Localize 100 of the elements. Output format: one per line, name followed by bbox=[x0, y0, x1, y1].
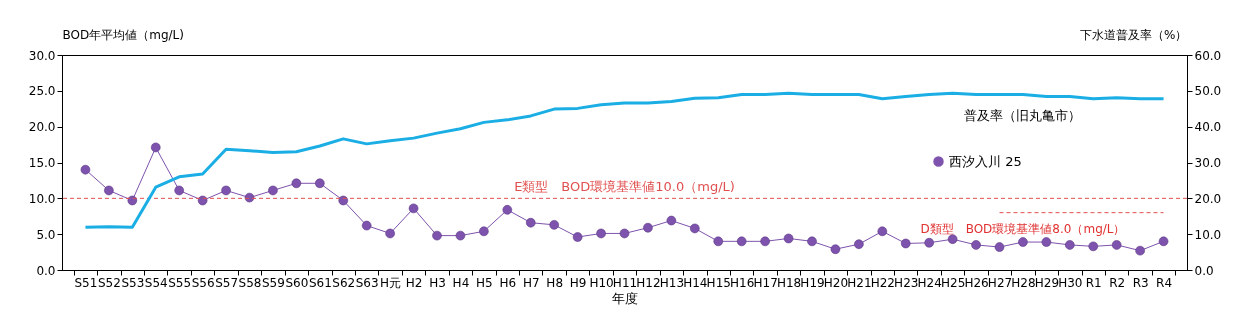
y-tick-label: 15.0 bbox=[28, 156, 56, 170]
point bbox=[1065, 240, 1075, 250]
x-tick-label: R4 bbox=[1156, 275, 1173, 290]
point bbox=[854, 239, 864, 249]
x-tick-label: H元 bbox=[380, 275, 402, 290]
point bbox=[1088, 241, 1099, 252]
y2-tick-label: 50.0 bbox=[1194, 84, 1222, 99]
x-tick-label: S62 bbox=[332, 275, 356, 290]
point bbox=[900, 238, 911, 249]
point bbox=[994, 242, 1005, 252]
point bbox=[713, 236, 724, 247]
point bbox=[150, 142, 161, 153]
x-tick-label: H4 bbox=[452, 275, 470, 290]
x-tick-label: H9 bbox=[569, 275, 587, 290]
point bbox=[408, 203, 419, 214]
y-tick-label: 25.0 bbox=[28, 84, 56, 99]
point bbox=[924, 238, 934, 248]
x-tick-label: S53 bbox=[121, 275, 145, 290]
point bbox=[315, 178, 325, 189]
y-tick-label: 0.0 bbox=[36, 263, 56, 278]
x-tick-label: H26 bbox=[964, 275, 989, 290]
y-tick-label: 30.0 bbox=[28, 48, 56, 63]
point bbox=[572, 232, 583, 242]
x-tick-label: S55 bbox=[168, 275, 192, 290]
y2-tick-label: 0.0 bbox=[1194, 263, 1214, 278]
point bbox=[736, 236, 747, 247]
x-axis-title: 年度 bbox=[612, 290, 638, 306]
point bbox=[127, 195, 138, 206]
x-tick-label: H29 bbox=[1034, 275, 1060, 290]
x-tick-label: H19 bbox=[800, 275, 825, 290]
x-tick-label: H30 bbox=[1058, 275, 1083, 290]
x-tick-label: S56 bbox=[191, 275, 215, 290]
x-tick-label: R1 bbox=[1085, 275, 1102, 290]
point bbox=[80, 164, 91, 175]
ref-line-label: E類型 BOD環境基準値10.0（mg/L) bbox=[514, 179, 735, 195]
annotation: D類型 BOD環境基準値8.0（mg/L） bbox=[920, 221, 1126, 236]
x-tick-label: H14 bbox=[683, 275, 708, 290]
x-tick-label: H12 bbox=[636, 275, 661, 290]
point bbox=[1041, 237, 1052, 247]
point bbox=[971, 240, 981, 250]
x-tick-label: H7 bbox=[522, 275, 540, 290]
x-tick-label: R2 bbox=[1109, 275, 1126, 290]
point bbox=[1111, 240, 1122, 250]
y-axis-title: BOD年平均値（mg/L) bbox=[62, 27, 184, 42]
x-tick-label: S52 bbox=[97, 275, 121, 290]
point bbox=[1018, 237, 1028, 247]
x-tick-label: H22 bbox=[870, 275, 895, 290]
point bbox=[479, 226, 489, 237]
point bbox=[268, 185, 278, 196]
x-tick-label: H21 bbox=[847, 275, 872, 290]
point bbox=[783, 233, 794, 244]
point bbox=[244, 192, 255, 203]
y2-tick-label: 30.0 bbox=[1194, 156, 1222, 170]
x-tick-label: H17 bbox=[753, 275, 778, 290]
legend-label: 西汐入川 25 bbox=[949, 153, 1022, 169]
point bbox=[361, 220, 372, 231]
point bbox=[596, 228, 606, 239]
y2-tick-label: 40.0 bbox=[1194, 120, 1222, 135]
x-tick-label: H2 bbox=[405, 275, 423, 290]
point bbox=[455, 230, 466, 241]
x-tick-label: S59 bbox=[261, 275, 285, 290]
point bbox=[666, 215, 677, 226]
x-tick-label: H25 bbox=[940, 275, 966, 290]
x-tick-label: R3 bbox=[1132, 275, 1149, 290]
point bbox=[432, 230, 442, 241]
point bbox=[830, 244, 841, 254]
x-tick-label: S63 bbox=[355, 275, 379, 290]
point bbox=[619, 228, 630, 239]
x-tick-label: H13 bbox=[659, 275, 685, 290]
y-tick-label: 20.0 bbox=[28, 120, 56, 135]
point bbox=[338, 195, 349, 206]
point bbox=[197, 195, 208, 206]
point bbox=[807, 236, 817, 247]
point bbox=[947, 234, 958, 244]
point bbox=[385, 228, 395, 239]
x-tick-label: H23 bbox=[894, 275, 919, 290]
point bbox=[549, 220, 559, 230]
x-tick-label: H6 bbox=[499, 275, 517, 290]
point bbox=[877, 226, 888, 237]
y-tick-label: 10.0 bbox=[28, 191, 56, 206]
x-tick-label: H16 bbox=[730, 275, 755, 290]
point bbox=[760, 236, 770, 247]
x-tick-label: H24 bbox=[917, 275, 942, 290]
y-tick-label: 5.0 bbox=[36, 227, 56, 242]
x-tick-label: H20 bbox=[823, 275, 849, 290]
x-tick-label: H28 bbox=[1011, 275, 1036, 290]
x-tick-label: S57 bbox=[215, 275, 239, 290]
x-tick-label: H10 bbox=[589, 275, 614, 290]
point bbox=[690, 223, 700, 234]
y2-tick-label: 10.0 bbox=[1194, 227, 1222, 242]
x-tick-label: H3 bbox=[429, 275, 446, 290]
x-tick-label: S61 bbox=[308, 275, 332, 290]
x-tick-label: S60 bbox=[285, 275, 309, 290]
point bbox=[174, 185, 184, 196]
x-tick-label: H27 bbox=[987, 275, 1013, 290]
y2-tick-label: 20.0 bbox=[1194, 191, 1222, 206]
y2-axis-title: 下水道普及率（%） bbox=[1080, 27, 1188, 42]
point bbox=[643, 222, 653, 233]
x-tick-label: H8 bbox=[546, 275, 564, 290]
x-tick-label: H18 bbox=[776, 275, 802, 290]
